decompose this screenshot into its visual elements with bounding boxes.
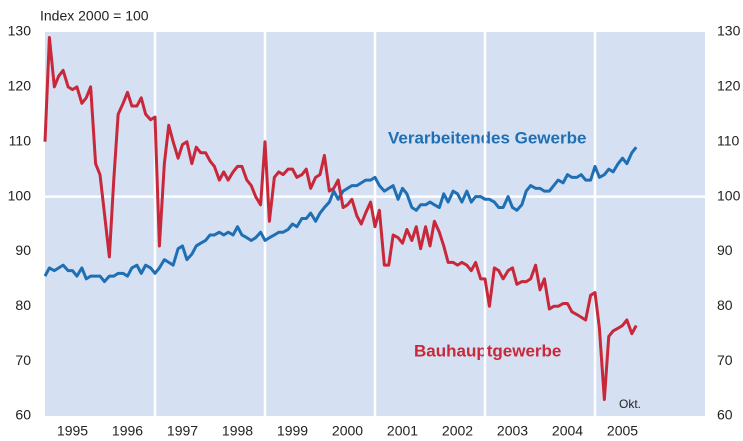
y-tick-label: 130 <box>8 23 32 39</box>
y-tick-label: 110 <box>9 132 32 148</box>
y-tick-label: 120 <box>8 78 32 94</box>
series-label: Bauhauptgewerbe <box>414 341 561 360</box>
x-tick-label: 2005 <box>607 423 638 439</box>
y-tick-label: 60 <box>15 407 31 423</box>
y2-tick-label: 70 <box>717 352 733 368</box>
y-tick-label: 90 <box>15 242 31 258</box>
chart-subtitle: Index 2000 = 100 <box>40 8 149 24</box>
x-tick-label: 2002 <box>442 423 473 439</box>
x-tick-label: 2004 <box>552 423 583 439</box>
y2-tick-label: 80 <box>717 297 733 313</box>
x-tick-label: 1995 <box>57 423 88 439</box>
y-tick-label: 70 <box>15 352 31 368</box>
data-line <box>43 35 638 402</box>
x-tick-label: 1997 <box>167 423 198 439</box>
x-tick-label: 1998 <box>222 423 253 439</box>
y2-tick-label: 100 <box>717 187 741 203</box>
x-tick-label: 2000 <box>332 423 363 439</box>
y-tick-label: 80 <box>15 297 31 313</box>
annotation: Okt. <box>619 397 641 411</box>
y2-tick-label: 120 <box>717 78 741 94</box>
y2-tick-label: 90 <box>717 242 733 258</box>
series-label: Verarbeitendes Gewerbe <box>388 128 586 147</box>
x-tick-label: 2003 <box>497 423 528 439</box>
x-tick-label: 1999 <box>277 423 308 439</box>
y-tick-label: 100 <box>8 187 32 203</box>
y2-tick-label: 60 <box>717 407 733 423</box>
y2-tick-label: 130 <box>717 23 741 39</box>
x-tick-label: 2001 <box>387 423 418 439</box>
x-tick-label: 1996 <box>112 423 143 439</box>
y2-tick-label: 110 <box>717 132 740 148</box>
